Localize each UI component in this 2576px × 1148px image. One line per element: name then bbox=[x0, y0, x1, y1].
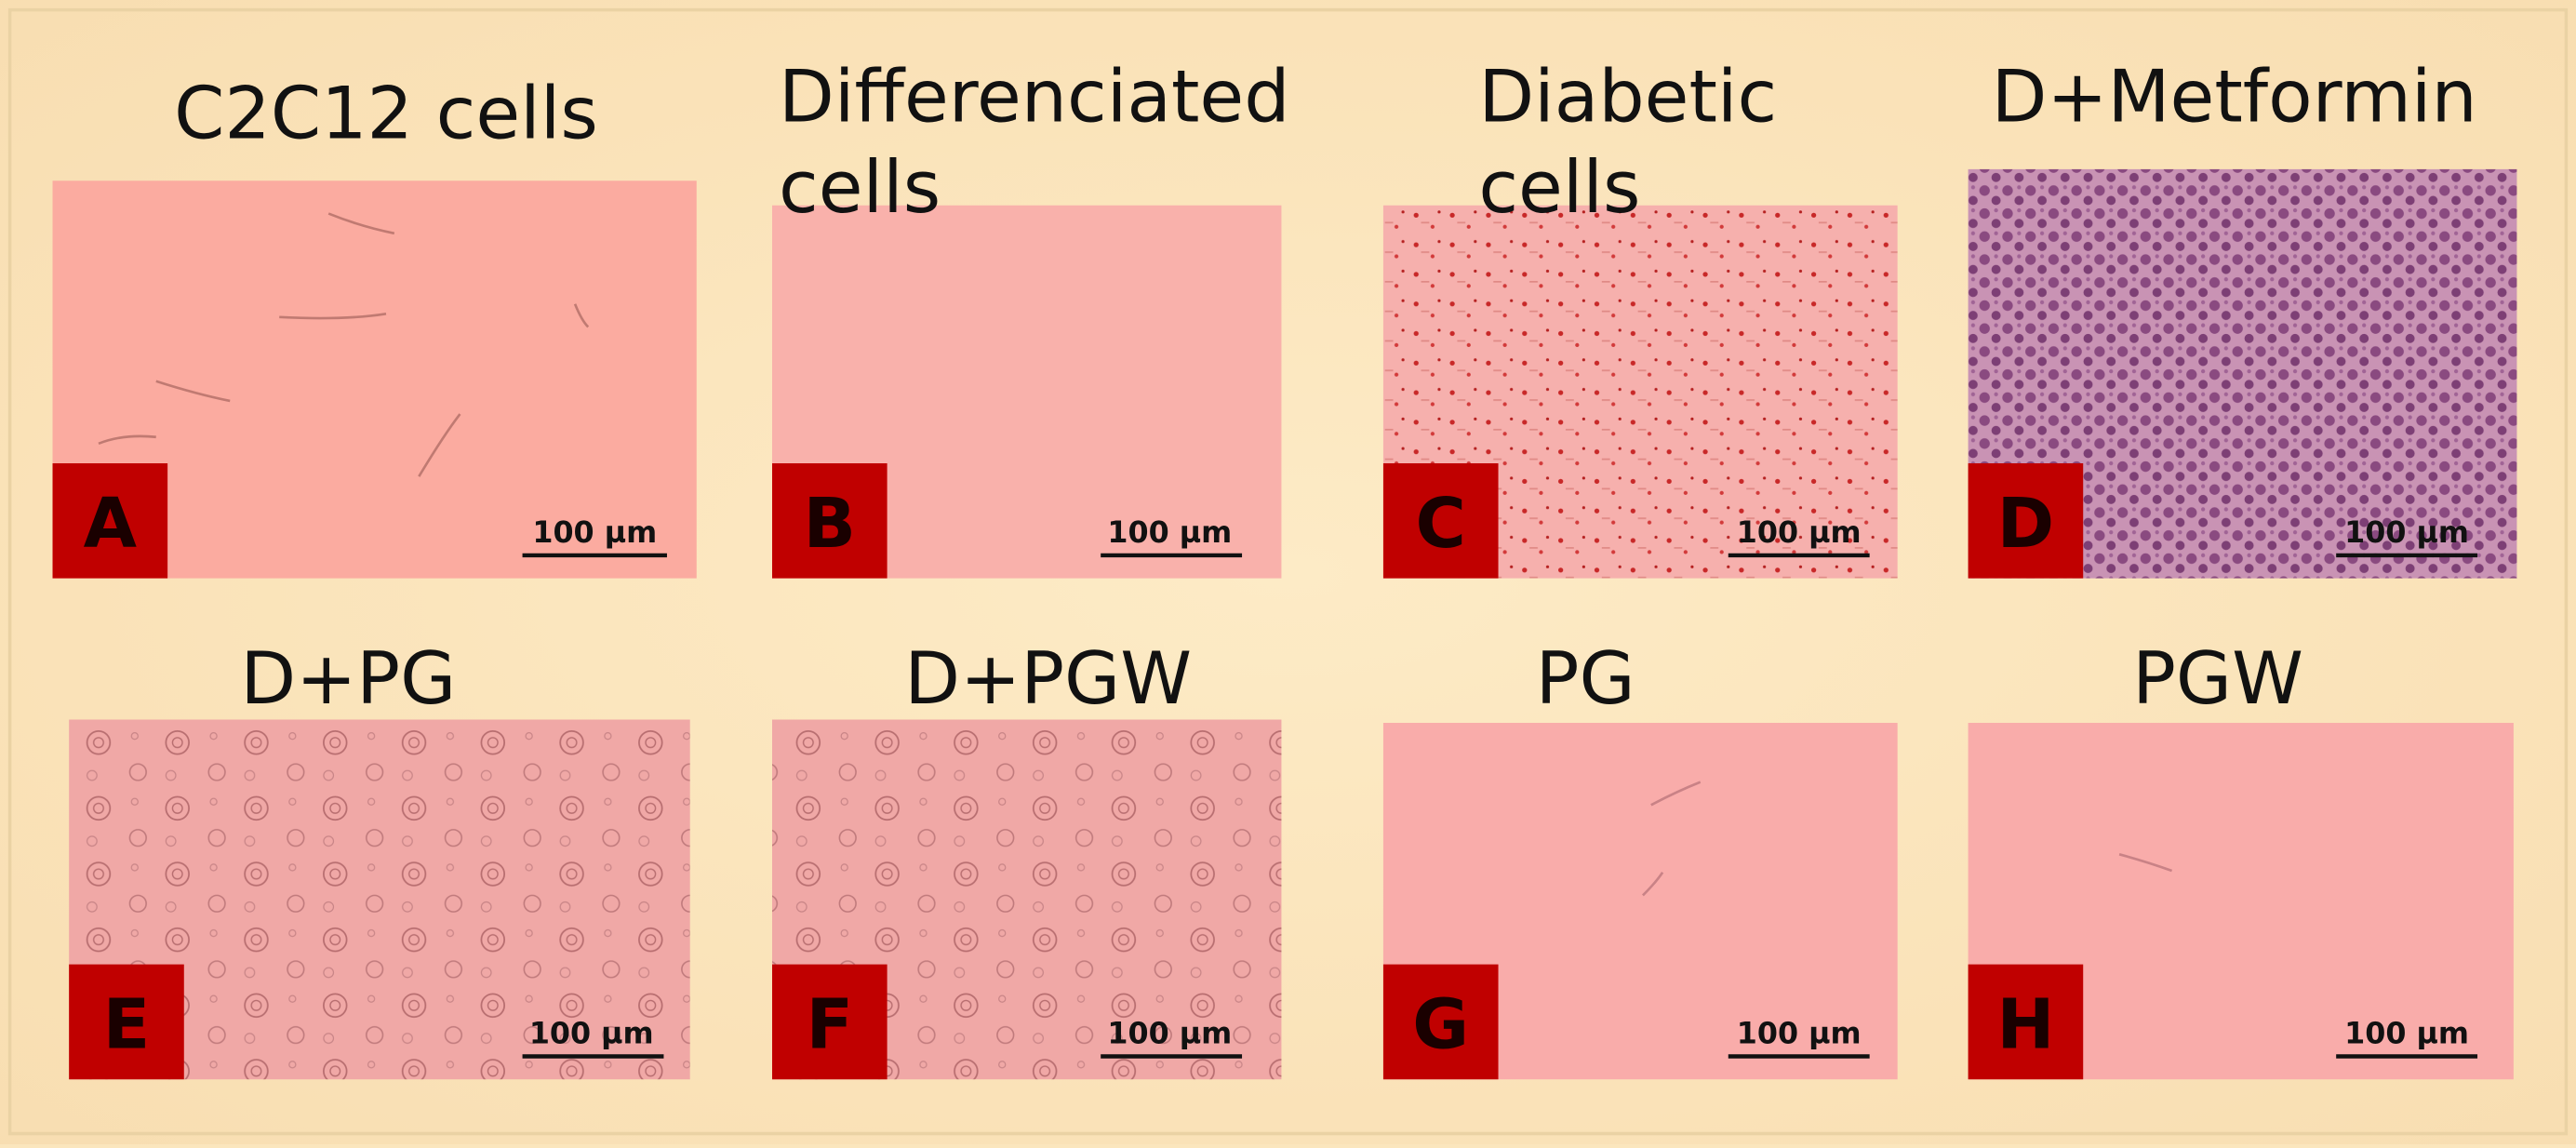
panel-title: Differenciated bbox=[779, 56, 1289, 140]
scale-bar-label: 100 µm bbox=[1107, 1017, 1232, 1050]
panel-title: cells bbox=[1478, 146, 1640, 230]
scale-bar-label: 100 µm bbox=[532, 516, 657, 550]
scale-bar-label: 100 µm bbox=[529, 1017, 654, 1050]
panel-letter: B bbox=[804, 484, 857, 564]
letter-box bbox=[1968, 463, 2084, 579]
panel-letter: F bbox=[806, 985, 853, 1065]
scale-bar-label: 100 µm bbox=[1107, 516, 1232, 550]
cell-outline bbox=[2118, 853, 2173, 873]
scale-bar-label: 100 µm bbox=[2344, 1017, 2469, 1050]
letter-box bbox=[1968, 964, 2084, 1080]
panel-title: Diabetic bbox=[1478, 56, 1777, 140]
panel-title: PGW bbox=[2132, 637, 2303, 721]
panel-title: PG bbox=[1536, 637, 1635, 721]
panel-letter: G bbox=[1412, 985, 1469, 1065]
scale-bar-label: 100 µm bbox=[1737, 1017, 1862, 1050]
scale-bar-label: 100 µm bbox=[2344, 516, 2469, 550]
letter-box bbox=[771, 463, 888, 579]
panel-title: D+PG bbox=[240, 637, 456, 721]
panel-letter: C bbox=[1416, 484, 1466, 564]
cell-outline bbox=[1642, 781, 1702, 897]
panel-title: D+PGW bbox=[904, 637, 1192, 721]
frame bbox=[7, 7, 2569, 1136]
cell-outline bbox=[98, 212, 590, 477]
letter-box bbox=[771, 964, 888, 1080]
panel-letter: A bbox=[84, 484, 138, 564]
panel-title: cells bbox=[779, 146, 941, 230]
letter-box bbox=[52, 463, 168, 579]
panel-letter: D bbox=[1997, 484, 2055, 564]
panel-title: D+Metformin bbox=[1992, 56, 2477, 140]
panel-letter: H bbox=[1996, 985, 2054, 1065]
scale-bar-label: 100 µm bbox=[1737, 516, 1862, 550]
letter-box bbox=[69, 964, 184, 1080]
panel-letter: E bbox=[103, 985, 151, 1065]
letter-box bbox=[1382, 463, 1499, 579]
panel-title: C2C12 cells bbox=[174, 72, 598, 155]
letter-box bbox=[1382, 964, 1499, 1080]
